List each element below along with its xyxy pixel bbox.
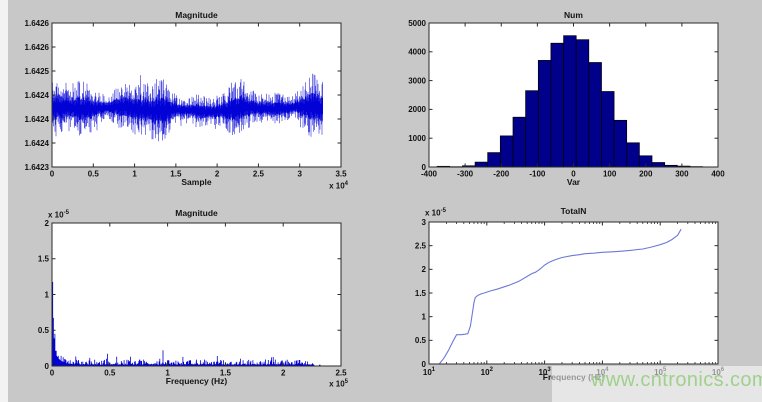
x-axis-exponent: x 104 (329, 181, 348, 191)
svg-text:1.6424: 1.6424 (25, 91, 50, 100)
svg-text:-100: -100 (529, 170, 546, 179)
plot-title: Magnitude (175, 10, 218, 20)
svg-text:0: 0 (422, 360, 427, 369)
svg-text:2: 2 (281, 369, 286, 378)
svg-text:0: 0 (571, 170, 576, 179)
svg-text:2.5: 2.5 (253, 170, 265, 179)
svg-text:4000: 4000 (408, 48, 426, 57)
svg-text:0: 0 (45, 362, 50, 371)
svg-text:100: 100 (603, 170, 617, 179)
svg-text:101: 101 (423, 367, 436, 377)
window-edge-strip (0, 0, 8, 402)
subplot-signal-magnitude: 0 0.5 1 1.5 2 2.5 3 3.5 1.6423 1.6424 1.6424 1.6424… (0, 0, 381, 200)
svg-text:1.5: 1.5 (38, 255, 50, 264)
svg-text:400: 400 (711, 170, 725, 179)
svg-text:1: 1 (165, 369, 170, 378)
cumulative-plot-canvas: 10110210310410510600.511.522.53 (415, 218, 725, 377)
x-axis-label: Frequency (Hz) (165, 376, 228, 386)
svg-text:0: 0 (50, 369, 55, 378)
svg-text:1: 1 (132, 170, 137, 179)
subplot-cumulative-totaln: 10110210310410510600.511.522.53 TotalN F… (381, 200, 762, 402)
svg-text:2000: 2000 (408, 105, 426, 114)
svg-text:1: 1 (45, 290, 50, 299)
svg-text:1.6425: 1.6425 (25, 67, 50, 76)
svg-text:0: 0 (50, 170, 55, 179)
svg-text:1.6423: 1.6423 (25, 163, 50, 172)
svg-text:-200: -200 (493, 170, 510, 179)
y-axis-exponent: x 10-5 (48, 210, 69, 220)
svg-text:3: 3 (422, 218, 427, 227)
svg-text:1.5: 1.5 (220, 369, 232, 378)
svg-text:2: 2 (422, 265, 427, 274)
svg-text:0.5: 0.5 (88, 170, 100, 179)
plot-title: Num (564, 10, 583, 20)
svg-text:200: 200 (639, 170, 653, 179)
x-axis-label: Sample (181, 177, 212, 187)
y-axis-exponent: x 10-5 (425, 208, 446, 218)
svg-text:2.5: 2.5 (335, 369, 347, 378)
svg-text:-300: -300 (457, 170, 474, 179)
svg-text:1.5: 1.5 (415, 289, 427, 298)
spectrum-canvas: 0 0.5 1 1.5 2 2.5 0 0.5 1 1.5 2 (38, 219, 347, 378)
svg-text:0.5: 0.5 (104, 369, 116, 378)
svg-text:3000: 3000 (408, 76, 426, 85)
svg-text:0.5: 0.5 (38, 326, 50, 335)
watermark-background (552, 366, 762, 402)
histogram-canvas: -400 -300 -200 -100 0 100 200 300 40001000200030… (408, 19, 725, 179)
svg-text:1.6426: 1.6426 (25, 43, 50, 52)
svg-text:1.5: 1.5 (170, 170, 182, 179)
svg-text:300: 300 (675, 170, 689, 179)
svg-text:2: 2 (45, 219, 50, 228)
svg-text:3.5: 3.5 (335, 170, 347, 179)
x-axis-exponent: x 105 (329, 379, 348, 389)
signal-plot-canvas: 0 0.5 1 1.5 2 2.5 3 3.5 1.6423 1.6424 1.6424 1.6424… (25, 19, 348, 179)
plot-title: TotalN (560, 206, 587, 216)
svg-text:2.5: 2.5 (415, 241, 427, 250)
subplot-spectrum-magnitude: 0 0.5 1 1.5 2 2.5 0 0.5 1 1.5 2 Magnitude Frequenc… (0, 200, 381, 402)
svg-text:0: 0 (422, 163, 427, 172)
svg-text:1000: 1000 (408, 134, 426, 143)
svg-text:3: 3 (297, 170, 302, 179)
svg-text:1.6424: 1.6424 (25, 139, 50, 148)
svg-text:0.5: 0.5 (415, 336, 427, 345)
subplot-histogram-num: -400 -300 -200 -100 0 100 200 300 400 0 1000 2000 30… (381, 0, 762, 200)
svg-text:1.6426: 1.6426 (25, 19, 50, 28)
watermark: www.cntronics.com (591, 369, 762, 391)
plot-title: Magnitude (175, 208, 218, 218)
svg-text:-400: -400 (421, 170, 438, 179)
svg-text:5000: 5000 (408, 19, 426, 28)
svg-text:1.6424: 1.6424 (25, 115, 50, 124)
svg-text:102: 102 (481, 367, 494, 377)
svg-text:1: 1 (422, 312, 427, 321)
svg-text:2: 2 (215, 170, 220, 179)
x-axis-label: Var (566, 177, 581, 187)
svg-text:103: 103 (538, 367, 551, 377)
